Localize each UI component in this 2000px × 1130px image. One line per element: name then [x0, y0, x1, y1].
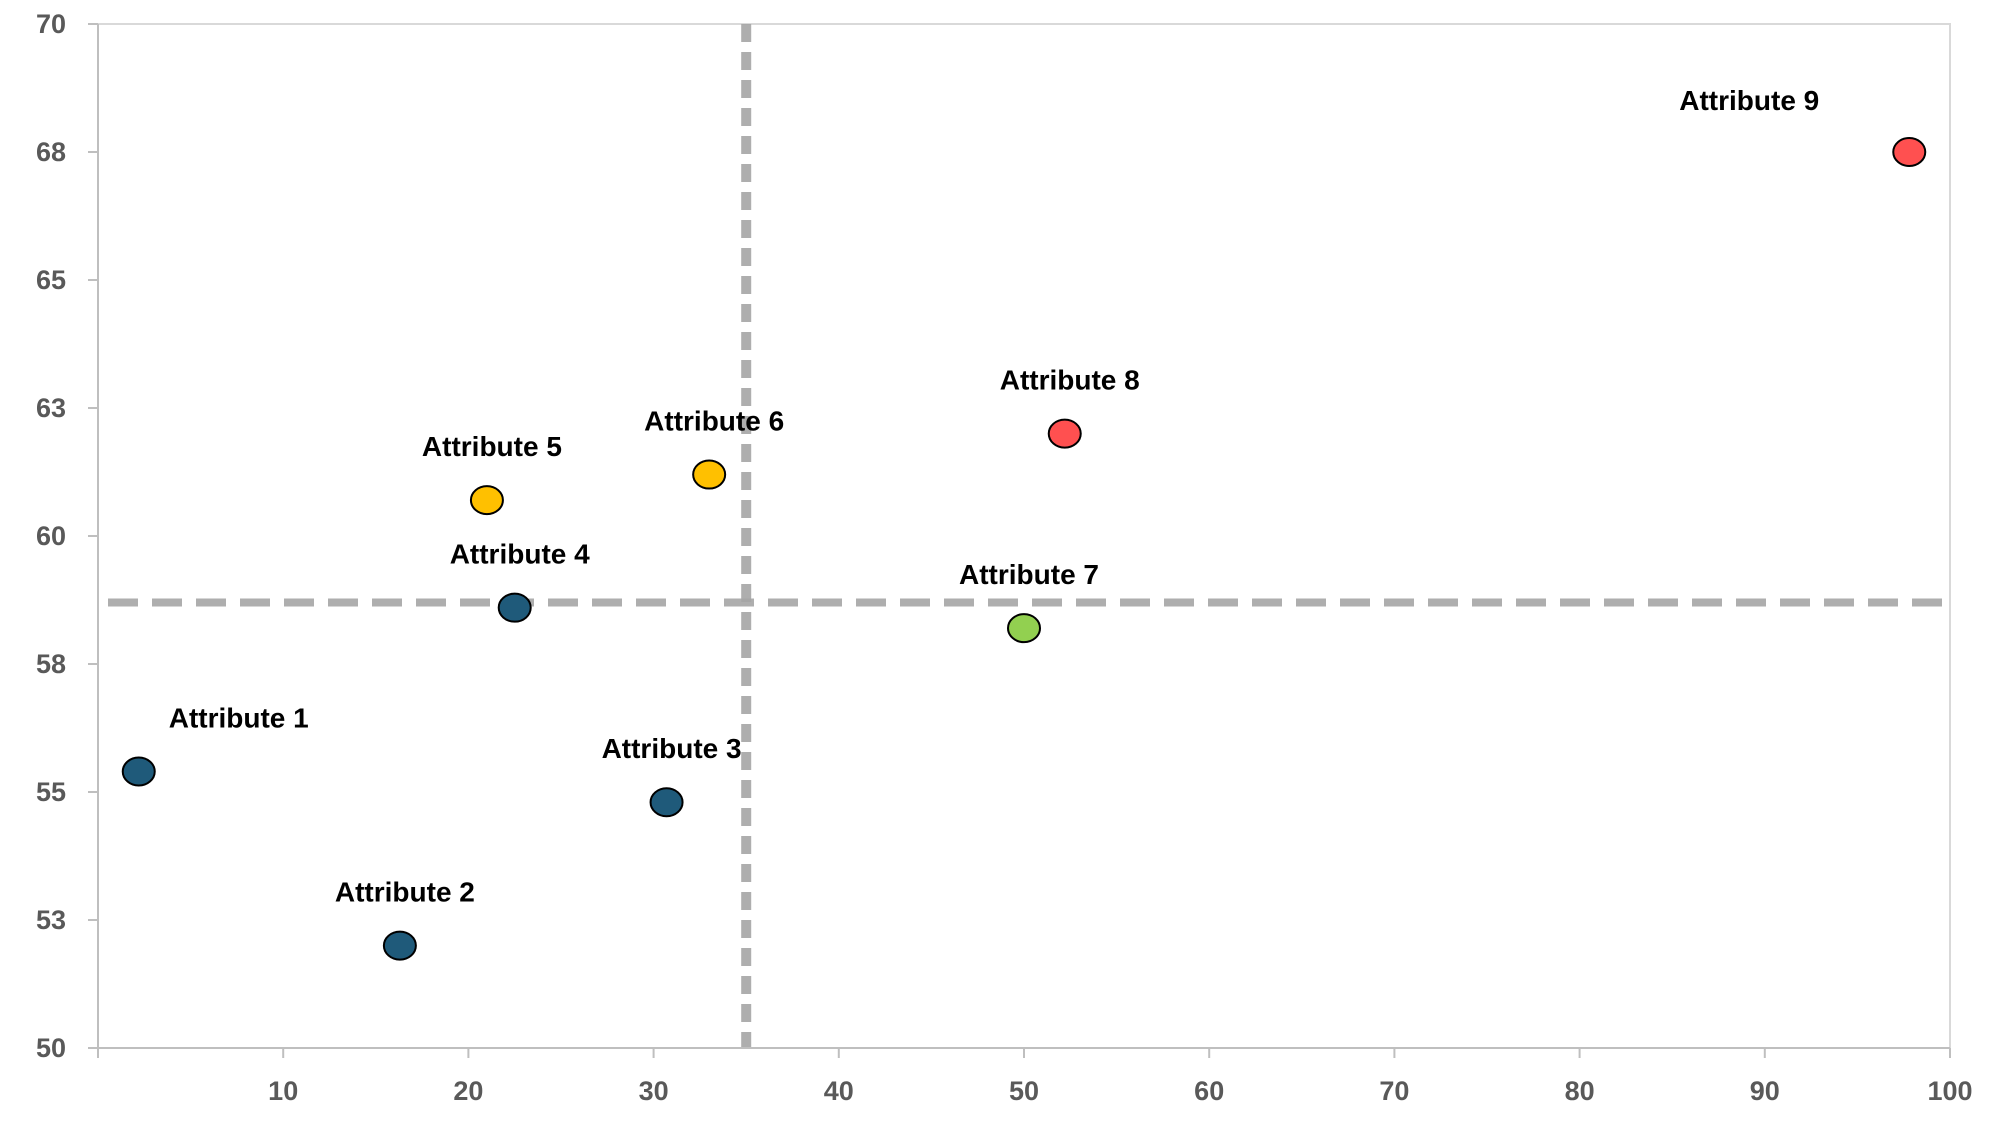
x-tick-label: 20	[453, 1076, 483, 1106]
point-labels: Attribute 1 Attribute 2 Attribute 3 Attribu…	[169, 85, 1820, 908]
data-point-label: Attribute 5	[422, 431, 562, 462]
y-tick-label: 65	[36, 265, 66, 295]
data-point	[469, 485, 504, 516]
x-tick-label: 40	[824, 1076, 854, 1106]
data-point	[692, 459, 727, 490]
y-tick-label: 68	[36, 137, 66, 167]
x-tick-label: 100	[1927, 1076, 1972, 1106]
reference-lines	[108, 24, 1950, 1048]
data-point-label: Attribute 3	[602, 733, 742, 764]
data-point	[1007, 613, 1041, 644]
data-point-label: Attribute 6	[644, 406, 784, 437]
data-point-label: Attribute 1	[169, 703, 309, 734]
x-tick-label: 50	[1009, 1076, 1039, 1106]
data-point-label: Attribute 2	[335, 877, 475, 908]
y-tick-label: 60	[36, 521, 66, 551]
x-tick-label: 80	[1565, 1076, 1595, 1106]
data-point-label: Attribute 4	[450, 539, 590, 570]
data-point-label: Attribute 7	[959, 559, 1099, 590]
data-points	[121, 137, 1927, 961]
data-point	[649, 787, 684, 818]
x-tick-label: 10	[268, 1076, 298, 1106]
data-point	[121, 756, 156, 787]
axes: 50 53 55 58 60 63 65 68 70 10 20 30 40 50 60 70 80 90 100	[36, 9, 1973, 1106]
data-point	[1892, 137, 1927, 167]
data-point	[1047, 418, 1082, 449]
data-point	[497, 592, 532, 623]
data-point-label: Attribute 8	[1000, 365, 1140, 396]
data-point-label: Attribute 9	[1679, 85, 1819, 116]
y-tick-label: 53	[36, 905, 66, 935]
y-tick-label: 58	[36, 649, 66, 679]
x-tick-label: 30	[639, 1076, 669, 1106]
x-tick-label: 60	[1194, 1076, 1224, 1106]
y-tick-label: 50	[36, 1033, 66, 1063]
plot-area	[97, 23, 1951, 1049]
y-tick-label: 55	[36, 777, 66, 807]
x-tick-label: 70	[1379, 1076, 1409, 1106]
y-tick-label: 70	[36, 9, 66, 39]
data-point	[382, 930, 417, 961]
y-tick-label: 63	[36, 393, 66, 423]
x-tick-label: 90	[1750, 1076, 1780, 1106]
